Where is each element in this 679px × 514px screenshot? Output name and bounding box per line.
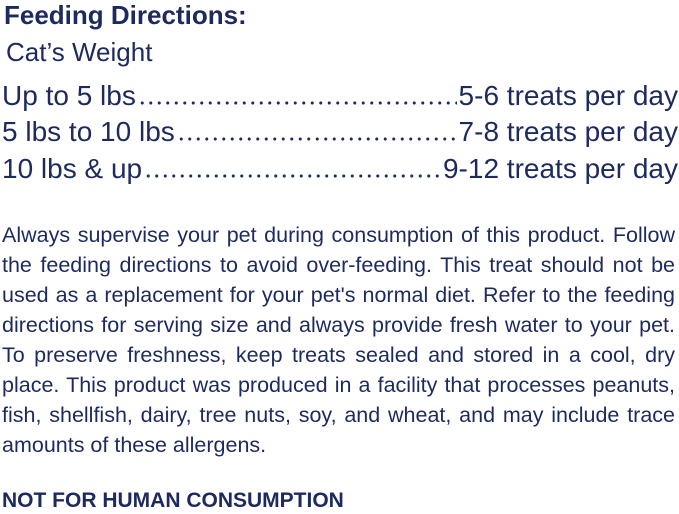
dot-leader bbox=[144, 172, 441, 179]
table-row: 10 lbs & up 9-12 treats per day bbox=[2, 149, 678, 186]
warning: NOT FOR HUMAN CONSUMPTION bbox=[2, 489, 344, 512]
weight: 10 lbs & up bbox=[2, 152, 143, 184]
table-row: 5 lbs to 10 lbs 7-8 treats per day bbox=[2, 113, 678, 150]
table-row: Up to 5 lbs 5-6 treats per day bbox=[2, 76, 678, 113]
subtitle: Cat’s Weight bbox=[6, 37, 153, 67]
feeding-table: Up to 5 lbs 5-6 treats per day 5 lbs to 10… bbox=[2, 76, 678, 186]
weight: Up to 5 lbs bbox=[2, 79, 136, 111]
amount: 9-12 treats per day bbox=[442, 152, 678, 184]
paragraph: Always supervise your pet during consump… bbox=[2, 223, 675, 457]
amount: 5-6 treats per day bbox=[458, 79, 678, 111]
dot-leader bbox=[176, 136, 457, 142]
weight: 5 lbs to 10 lbs bbox=[2, 116, 175, 147]
dot-leader bbox=[137, 99, 457, 106]
amount: 7-8 treats per day bbox=[458, 116, 678, 147]
title: Feeding Directions: bbox=[4, 0, 247, 30]
